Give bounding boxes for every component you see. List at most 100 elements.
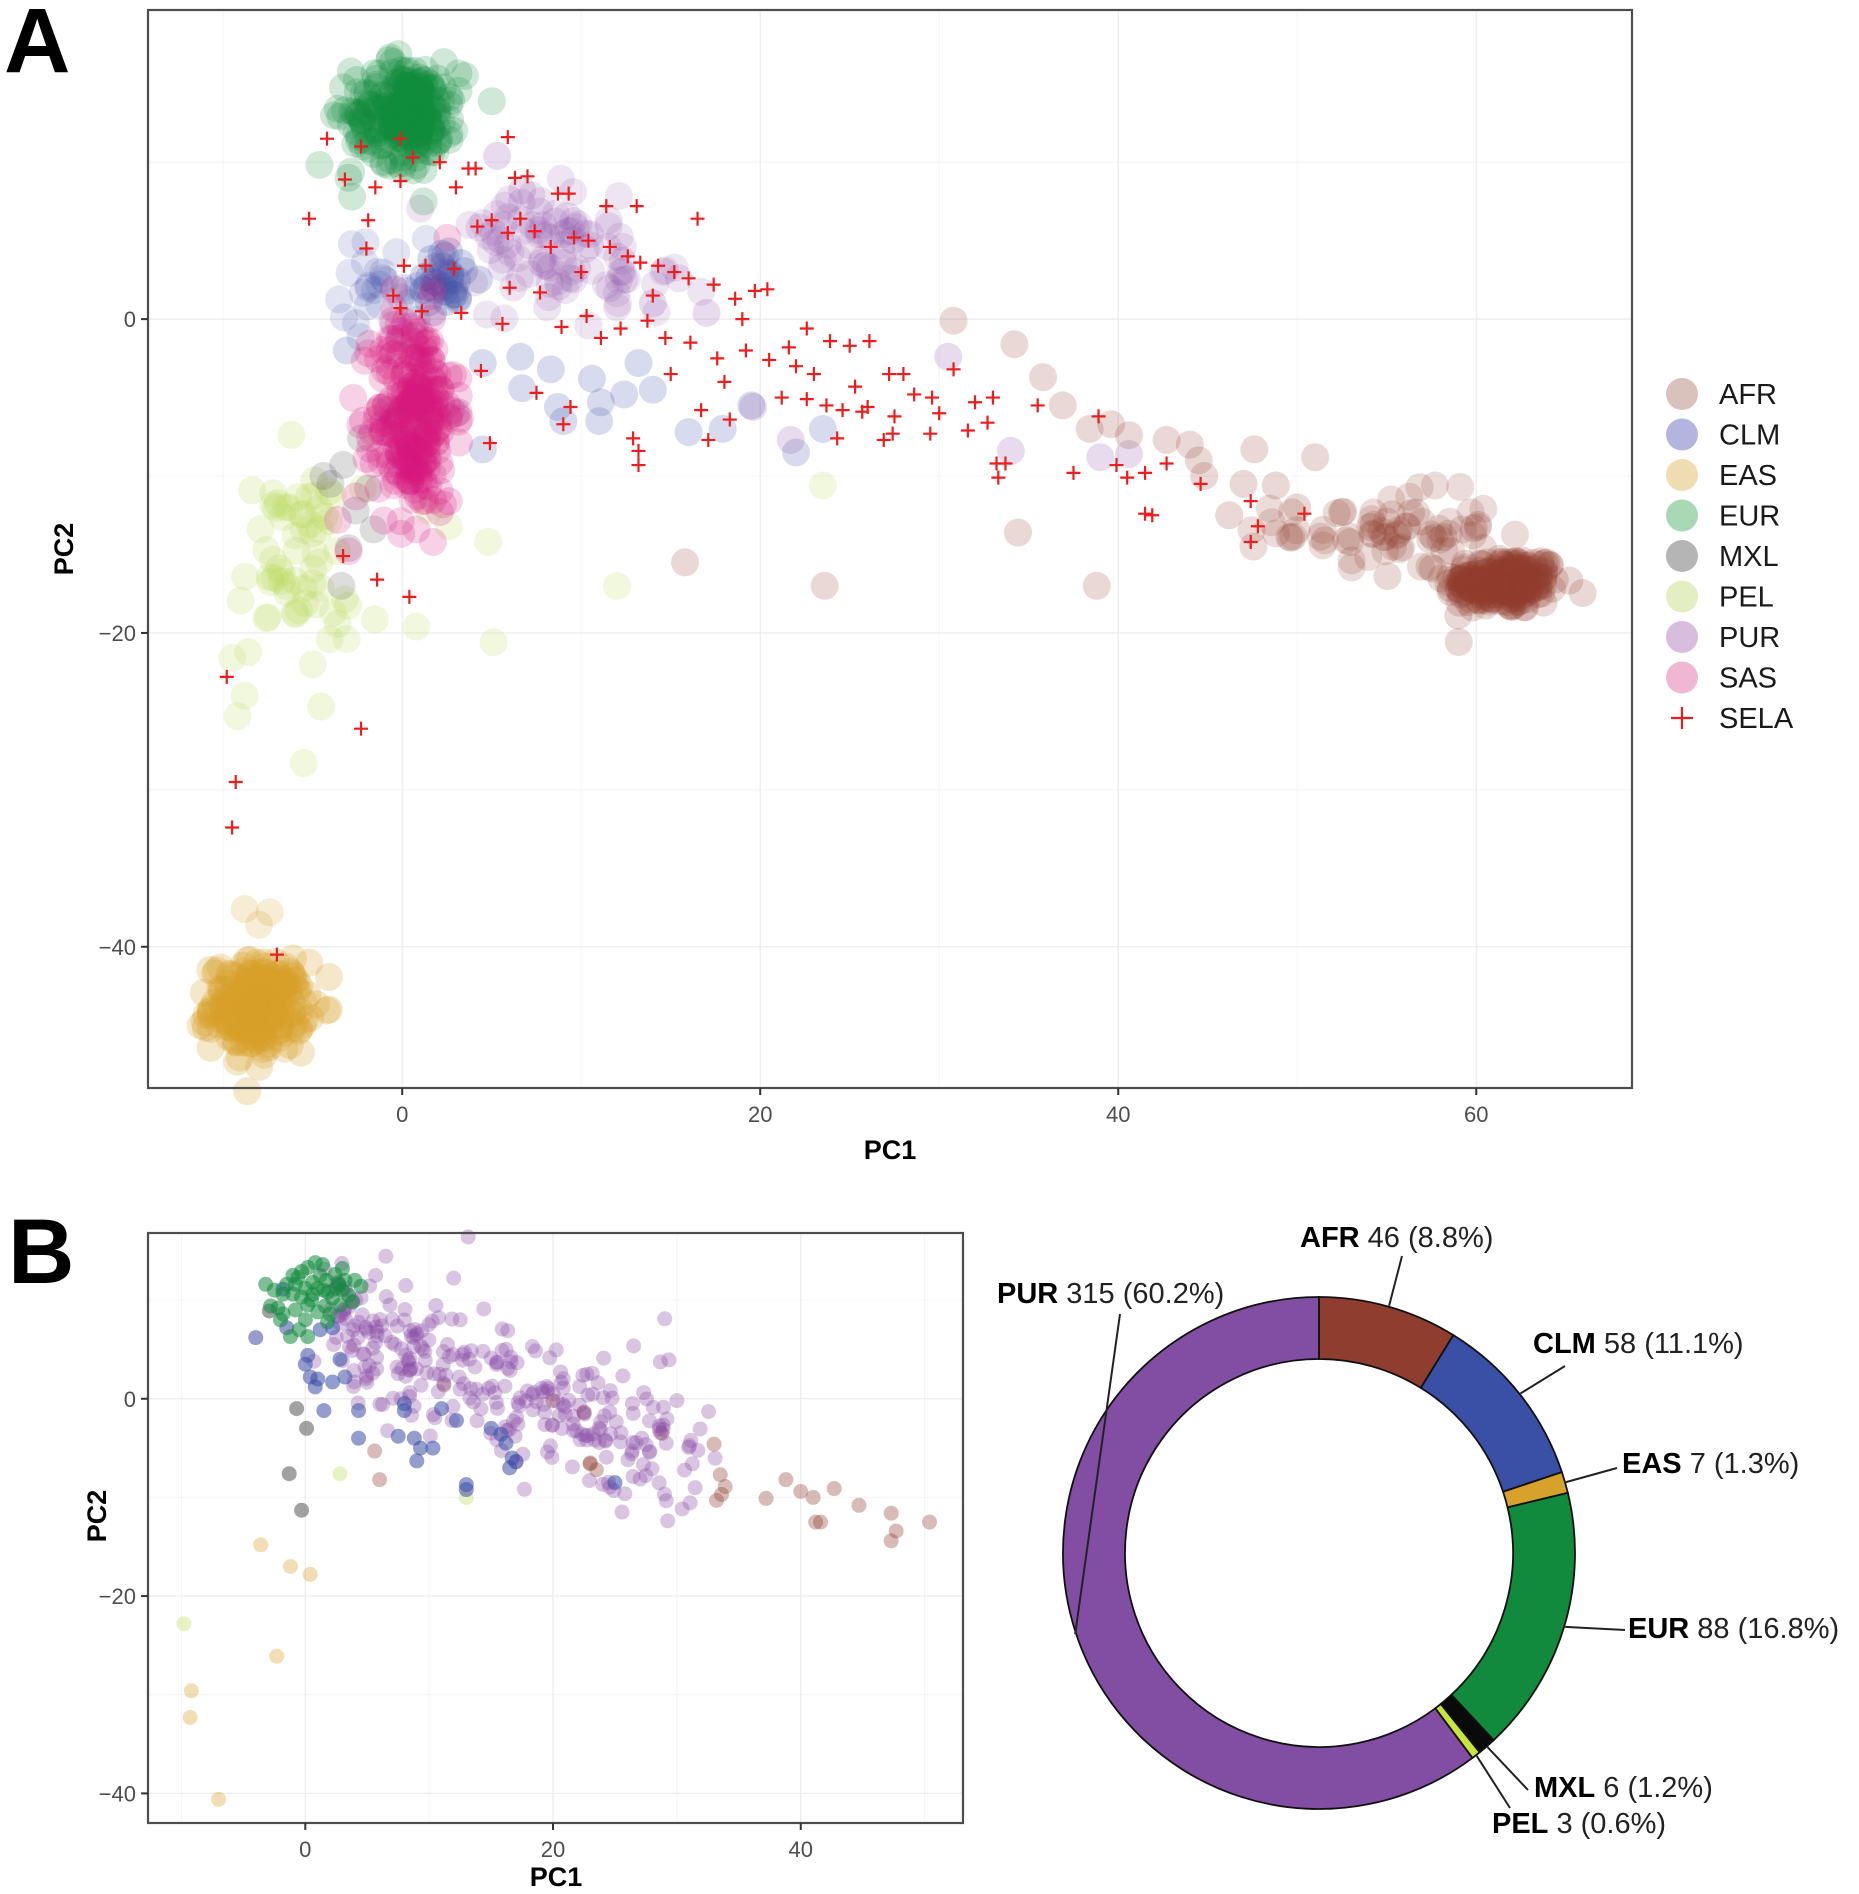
afr-point	[1444, 575, 1473, 604]
sela-point	[527, 224, 542, 239]
eur-point	[349, 80, 378, 109]
donut-label-value: 88 (16.8%)	[1689, 1613, 1839, 1645]
eur-point	[405, 74, 434, 103]
eur-point	[394, 123, 423, 152]
eas-point	[246, 1003, 275, 1032]
pur-point	[361, 1324, 377, 1340]
pur-point	[346, 1337, 362, 1353]
afr-point	[1491, 563, 1520, 592]
clm-point	[412, 1440, 428, 1456]
sas-point	[418, 527, 447, 556]
sas-point	[406, 392, 435, 421]
eas-point	[186, 1011, 215, 1040]
eas-point	[274, 976, 303, 1005]
afr-point	[1372, 507, 1401, 536]
panel-a-scatter: 0 20 40 600−20−40 PC1 PC2	[49, 8, 1634, 1165]
sas-point	[381, 407, 410, 436]
pur-point	[373, 1318, 389, 1334]
eas-point	[259, 979, 288, 1008]
pel-point	[265, 554, 294, 583]
legend-item-pel: PEL	[1666, 580, 1774, 614]
pur-point	[605, 222, 634, 251]
sas-point	[396, 415, 425, 444]
eur-point	[377, 93, 406, 122]
pur-point	[625, 1405, 641, 1421]
panel-b-label: B	[8, 1201, 74, 1303]
afr-point	[1463, 512, 1492, 541]
afr-point	[1535, 551, 1564, 580]
eur-point	[408, 66, 437, 95]
sela-point	[432, 155, 447, 170]
pur-point	[403, 1360, 419, 1376]
clm-point	[435, 237, 464, 266]
clm-point	[365, 290, 394, 319]
sela-point	[667, 265, 682, 280]
eur-point	[401, 97, 430, 126]
sas-point	[391, 470, 420, 499]
panel-a-x-tick-label: 0	[396, 1102, 408, 1127]
sela-point	[393, 174, 408, 189]
sela-point	[640, 313, 655, 328]
eas-point	[264, 982, 293, 1011]
afr-point	[1215, 501, 1244, 530]
pur-point	[498, 1341, 514, 1357]
pur-point	[624, 1396, 640, 1412]
afr-point	[1446, 565, 1475, 594]
eas-point	[210, 984, 239, 1013]
eur-point	[413, 101, 442, 130]
clm-point	[419, 298, 448, 327]
pel-point	[301, 539, 330, 568]
pur-point	[557, 1399, 573, 1415]
eur-point	[362, 114, 391, 143]
afr-point	[1497, 592, 1526, 621]
afr-point	[813, 1514, 829, 1530]
sela-point	[631, 443, 646, 458]
pur-point	[1114, 440, 1143, 469]
sas-point	[427, 456, 456, 485]
pur-point	[610, 265, 639, 294]
donut-label-name: MXL	[1534, 1772, 1595, 1804]
pur-point	[613, 1425, 629, 1441]
afr-point	[1337, 553, 1366, 582]
pur-point	[533, 293, 562, 322]
afr-point	[1306, 522, 1335, 551]
sas-point	[395, 387, 424, 416]
pel-point	[263, 489, 292, 518]
afr-point	[1448, 515, 1477, 544]
eas-point	[258, 962, 287, 991]
eur-point	[377, 113, 406, 142]
eur-point	[348, 105, 377, 134]
pur-point	[359, 1374, 375, 1390]
sas-point	[444, 381, 473, 410]
pel-point	[238, 476, 267, 505]
afr-point	[1434, 519, 1463, 548]
eas-point	[241, 999, 270, 1028]
sas-point	[387, 519, 416, 548]
pur-point	[540, 1381, 556, 1397]
afr-point	[1506, 553, 1535, 582]
pur-point	[406, 194, 435, 223]
pur-point	[534, 1380, 550, 1396]
pur-point	[612, 265, 641, 294]
eas-point	[220, 1001, 249, 1030]
sas-point	[411, 486, 440, 515]
afr-point	[1498, 571, 1527, 600]
eas-point	[219, 987, 248, 1016]
pur-point	[409, 1326, 425, 1342]
pel-point	[315, 625, 344, 654]
eas-point	[222, 1010, 251, 1039]
eas-point	[289, 988, 318, 1017]
donut-slice-eur	[1450, 1491, 1576, 1742]
pur-point	[574, 311, 603, 340]
pur-point	[934, 342, 963, 371]
clm-point	[371, 266, 400, 295]
eas-point	[268, 991, 297, 1020]
pel-point	[301, 590, 330, 619]
pur-point	[564, 1459, 580, 1475]
sas-point	[356, 434, 385, 463]
afr-point	[810, 571, 839, 600]
pur-point	[356, 1346, 372, 1362]
eas-point	[212, 1012, 241, 1041]
clm-point	[536, 355, 565, 384]
pur-point	[687, 1480, 703, 1496]
